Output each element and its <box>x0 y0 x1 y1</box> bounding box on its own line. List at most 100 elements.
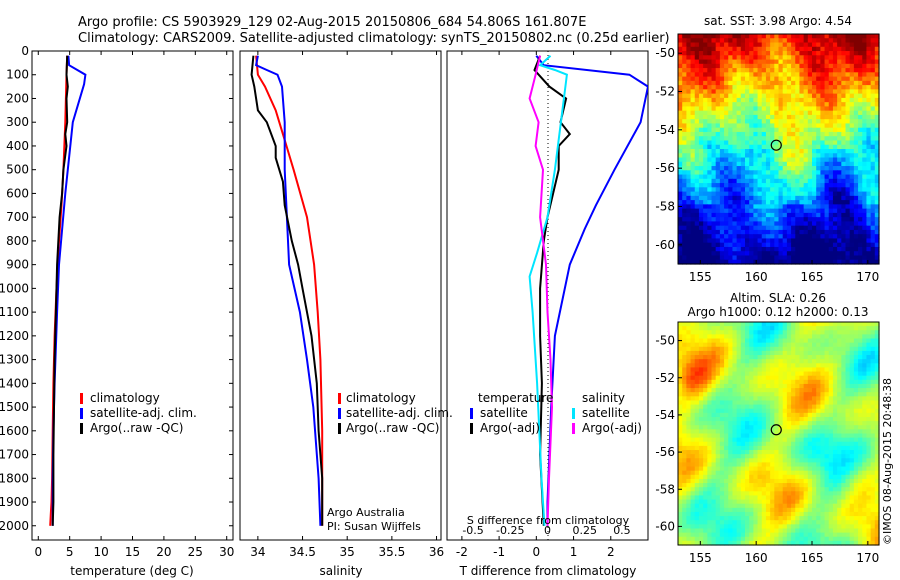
map-cell <box>799 388 805 393</box>
map-cell <box>703 144 708 150</box>
map-cell <box>690 462 696 468</box>
map-cell <box>761 42 767 48</box>
map-cell <box>832 433 838 439</box>
map-cell <box>753 433 759 439</box>
map-cell <box>732 483 738 488</box>
map-cell <box>786 503 792 509</box>
y-tick-label: 200 <box>6 91 29 105</box>
map-cell <box>682 400 687 406</box>
map-cell <box>795 507 801 513</box>
map-cell <box>795 149 801 154</box>
map-cell <box>698 379 704 385</box>
map-cell <box>732 195 738 201</box>
map-cell <box>761 470 767 476</box>
map-cell <box>690 178 696 184</box>
map-cell <box>774 238 780 244</box>
map-cell <box>791 72 796 78</box>
map-cell <box>761 234 767 240</box>
map-cell <box>845 499 851 505</box>
map-cell <box>820 153 826 159</box>
map-cell <box>703 359 708 364</box>
map-cell <box>795 225 801 231</box>
map-cell <box>845 149 851 154</box>
map-cell <box>799 437 805 443</box>
map-cell <box>686 429 692 435</box>
x-tick-label: 0 <box>533 545 541 559</box>
map-cell <box>782 204 788 210</box>
map-cell <box>770 68 775 73</box>
map-cell <box>828 93 834 99</box>
map-cell <box>761 392 767 397</box>
map-cell <box>795 234 801 240</box>
map-cell <box>740 470 746 476</box>
map-cell <box>866 225 872 231</box>
map-cell <box>690 251 696 257</box>
map-cell <box>858 51 863 56</box>
map-cell <box>849 131 855 137</box>
map-cell <box>770 246 775 252</box>
map-cell <box>799 433 805 439</box>
map-cell <box>824 72 830 78</box>
map-cell <box>728 161 734 167</box>
map-cell <box>799 474 805 480</box>
map-cell <box>732 102 738 108</box>
map-cell <box>837 242 842 248</box>
map-cell <box>841 363 847 369</box>
map-cell <box>745 238 750 244</box>
map-cell <box>778 59 784 65</box>
map-cell <box>690 234 696 240</box>
map-cell <box>715 42 721 48</box>
map-cell <box>736 495 742 501</box>
map-cell <box>698 408 704 414</box>
map-cell <box>719 503 725 509</box>
map-cell <box>791 38 796 44</box>
map-cell <box>703 174 708 180</box>
map-cell <box>778 363 784 369</box>
map-cell <box>778 396 784 402</box>
map-cell <box>841 359 847 364</box>
map-cell <box>757 404 763 410</box>
map-cell <box>853 170 859 176</box>
map-cell <box>837 76 842 82</box>
map-cell <box>711 144 717 150</box>
map-cell <box>795 157 801 163</box>
map-cell <box>803 330 809 335</box>
map-cell <box>678 342 683 348</box>
map-cell <box>837 183 842 188</box>
map-cell <box>874 229 880 235</box>
map-cell <box>732 208 738 214</box>
map-cell <box>740 499 746 505</box>
map-cell <box>795 350 801 356</box>
map-cell <box>698 178 704 184</box>
map-cell <box>866 34 872 39</box>
map-cell <box>736 63 742 69</box>
map-cell <box>807 246 813 252</box>
map-cell <box>786 157 792 163</box>
map-cell <box>786 478 792 484</box>
map-cell <box>694 375 700 381</box>
map-cell <box>824 238 830 244</box>
y-tick-label: 1100 <box>0 305 29 319</box>
map-cell <box>703 212 708 218</box>
map-cell <box>870 225 876 231</box>
map-cell <box>828 454 834 459</box>
map-cell <box>824 170 830 176</box>
map-cell <box>753 470 759 476</box>
map-cell <box>841 178 847 184</box>
map-cell <box>686 166 692 171</box>
map-cell <box>866 338 872 344</box>
map-cell <box>862 466 868 472</box>
map-cell <box>841 131 847 137</box>
map-cell <box>820 363 826 369</box>
map-cell <box>719 404 725 410</box>
map-cell <box>832 392 838 397</box>
map-cell <box>786 80 792 86</box>
map-cell <box>845 89 851 95</box>
map-cell <box>715 355 721 360</box>
map-cell <box>778 187 784 193</box>
map-cell <box>757 246 763 252</box>
map-cell <box>707 191 713 197</box>
map-cell <box>749 59 754 65</box>
map-cell <box>786 425 792 430</box>
map-cell <box>870 470 876 476</box>
